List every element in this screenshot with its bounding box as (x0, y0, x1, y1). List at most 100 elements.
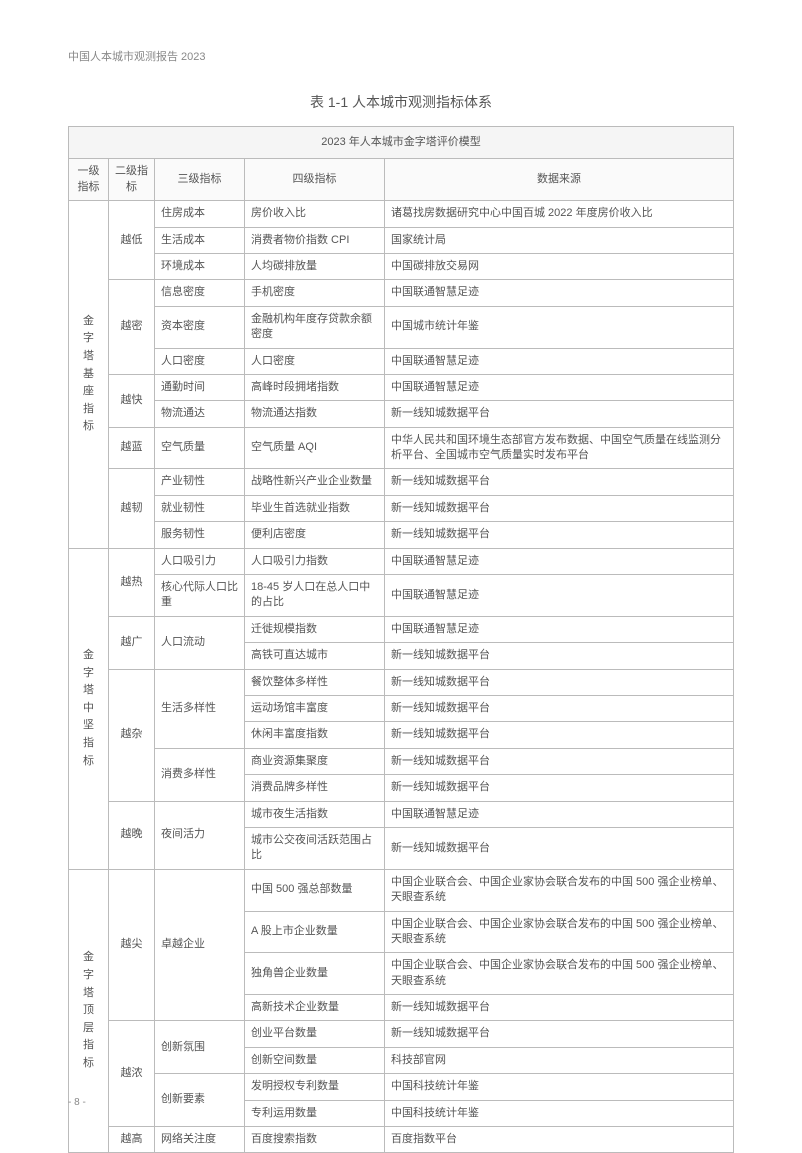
l1-cell: 金字塔中坚指标 (69, 548, 109, 869)
l4-cell: 独角兽企业数量 (245, 953, 385, 995)
source-cell: 中国联通智慧足迹 (385, 548, 734, 574)
source-cell: 科技部官网 (385, 1047, 734, 1073)
source-cell: 国家统计局 (385, 227, 734, 253)
l4-cell: 消费者物价指数 CPI (245, 227, 385, 253)
l3-cell: 产业韧性 (155, 469, 245, 495)
l4-cell: 高峰时段拥堵指数 (245, 374, 385, 400)
l4-cell: 高新技术企业数量 (245, 995, 385, 1021)
l4-cell: 金融机构年度存贷款余额密度 (245, 306, 385, 348)
source-cell: 中国企业联合会、中国企业家协会联合发布的中国 500 强企业榜单、天眼查系统 (385, 953, 734, 995)
l2-cell: 越尖 (109, 869, 155, 1021)
source-cell: 新一线知城数据平台 (385, 522, 734, 548)
source-cell: 百度指数平台 (385, 1127, 734, 1153)
l4-cell: 百度搜索指数 (245, 1127, 385, 1153)
source-cell: 新一线知城数据平台 (385, 1021, 734, 1047)
l4-cell: A 股上市企业数量 (245, 911, 385, 953)
l4-cell: 城市公交夜间活跃范围占比 (245, 827, 385, 869)
source-cell: 中国联通智慧足迹 (385, 280, 734, 306)
l4-cell: 人均碳排放量 (245, 253, 385, 279)
l2-cell: 越韧 (109, 469, 155, 548)
l4-cell: 消费品牌多样性 (245, 775, 385, 801)
source-cell: 中国联通智慧足迹 (385, 801, 734, 827)
source-cell: 新一线知城数据平台 (385, 748, 734, 774)
source-cell: 中国联通智慧足迹 (385, 374, 734, 400)
l2-cell: 越密 (109, 280, 155, 375)
source-cell: 中国企业联合会、中国企业家协会联合发布的中国 500 强企业榜单、天眼查系统 (385, 911, 734, 953)
l4-cell: 人口吸引力指数 (245, 548, 385, 574)
l4-cell: 中国 500 强总部数量 (245, 869, 385, 911)
l4-cell: 手机密度 (245, 280, 385, 306)
l3-cell: 网络关注度 (155, 1127, 245, 1153)
l4-cell: 发明授权专利数量 (245, 1074, 385, 1100)
l4-cell: 迁徙规模指数 (245, 616, 385, 642)
source-cell: 新一线知城数据平台 (385, 722, 734, 748)
l2-cell: 越低 (109, 201, 155, 280)
source-cell: 中国联通智慧足迹 (385, 575, 734, 617)
l3-cell: 创新氛围 (155, 1021, 245, 1074)
l4-cell: 18-45 岁人口在总人口中的占比 (245, 575, 385, 617)
l3-cell: 核心代际人口比重 (155, 575, 245, 617)
l1-cell: 金字塔顶层指标 (69, 869, 109, 1153)
l3-cell: 生活多样性 (155, 669, 245, 748)
source-cell: 新一线知城数据平台 (385, 643, 734, 669)
source-cell: 中国碳排放交易网 (385, 253, 734, 279)
table-title: 表 1-1 人本城市观测指标体系 (68, 92, 734, 112)
l2-cell: 越快 (109, 374, 155, 427)
source-cell: 新一线知城数据平台 (385, 495, 734, 521)
l4-cell: 餐饮整体多样性 (245, 669, 385, 695)
source-cell: 新一线知城数据平台 (385, 695, 734, 721)
model-title: 2023 年人本城市金字塔评价模型 (69, 127, 734, 159)
source-cell: 新一线知城数据平台 (385, 775, 734, 801)
l3-cell: 空气质量 (155, 427, 245, 469)
l4-cell: 专利运用数量 (245, 1100, 385, 1126)
l4-cell: 房价收入比 (245, 201, 385, 227)
l3-cell: 服务韧性 (155, 522, 245, 548)
l1-cell: 金字塔基座指标 (69, 201, 109, 548)
l3-cell: 人口流动 (155, 616, 245, 669)
l4-cell: 创新空间数量 (245, 1047, 385, 1073)
l3-cell: 卓越企业 (155, 869, 245, 1021)
l2-cell: 越晚 (109, 801, 155, 869)
l3-cell: 就业韧性 (155, 495, 245, 521)
l2-cell: 越热 (109, 548, 155, 616)
col-header-l1: 一级指标 (69, 159, 109, 201)
l4-cell: 城市夜生活指数 (245, 801, 385, 827)
l3-cell: 通勤时间 (155, 374, 245, 400)
l3-cell: 物流通达 (155, 401, 245, 427)
l3-cell: 环境成本 (155, 253, 245, 279)
l4-cell: 休闲丰富度指数 (245, 722, 385, 748)
l3-cell: 住房成本 (155, 201, 245, 227)
source-cell: 新一线知城数据平台 (385, 401, 734, 427)
col-header-l3: 三级指标 (155, 159, 245, 201)
source-cell: 中华人民共和国环境生态部官方发布数据、中国空气质量在线监测分析平台、全国城市空气… (385, 427, 734, 469)
l3-cell: 夜间活力 (155, 801, 245, 869)
l2-cell: 越浓 (109, 1021, 155, 1127)
page-header: 中国人本城市观测报告 2023 (68, 48, 734, 64)
l4-cell: 空气质量 AQI (245, 427, 385, 469)
col-header-source: 数据来源 (385, 159, 734, 201)
l2-cell: 越高 (109, 1127, 155, 1153)
l3-cell: 信息密度 (155, 280, 245, 306)
col-header-l2: 二级指标 (109, 159, 155, 201)
source-cell: 中国联通智慧足迹 (385, 616, 734, 642)
l4-cell: 战略性新兴产业企业数量 (245, 469, 385, 495)
source-cell: 中国科技统计年鉴 (385, 1100, 734, 1126)
l3-cell: 人口吸引力 (155, 548, 245, 574)
l3-cell: 创新要素 (155, 1074, 245, 1127)
source-cell: 诸葛找房数据研究中心中国百城 2022 年度房价收入比 (385, 201, 734, 227)
l3-cell: 资本密度 (155, 306, 245, 348)
l4-cell: 高铁可直达城市 (245, 643, 385, 669)
l3-cell: 人口密度 (155, 348, 245, 374)
l2-cell: 越蓝 (109, 427, 155, 469)
l4-cell: 运动场馆丰富度 (245, 695, 385, 721)
l4-cell: 毕业生首选就业指数 (245, 495, 385, 521)
l2-cell: 越广 (109, 616, 155, 669)
source-cell: 新一线知城数据平台 (385, 995, 734, 1021)
source-cell: 中国联通智慧足迹 (385, 348, 734, 374)
source-cell: 中国企业联合会、中国企业家协会联合发布的中国 500 强企业榜单、天眼查系统 (385, 869, 734, 911)
l3-cell: 生活成本 (155, 227, 245, 253)
source-cell: 新一线知城数据平台 (385, 669, 734, 695)
l4-cell: 便利店密度 (245, 522, 385, 548)
source-cell: 中国科技统计年鉴 (385, 1074, 734, 1100)
source-cell: 中国城市统计年鉴 (385, 306, 734, 348)
